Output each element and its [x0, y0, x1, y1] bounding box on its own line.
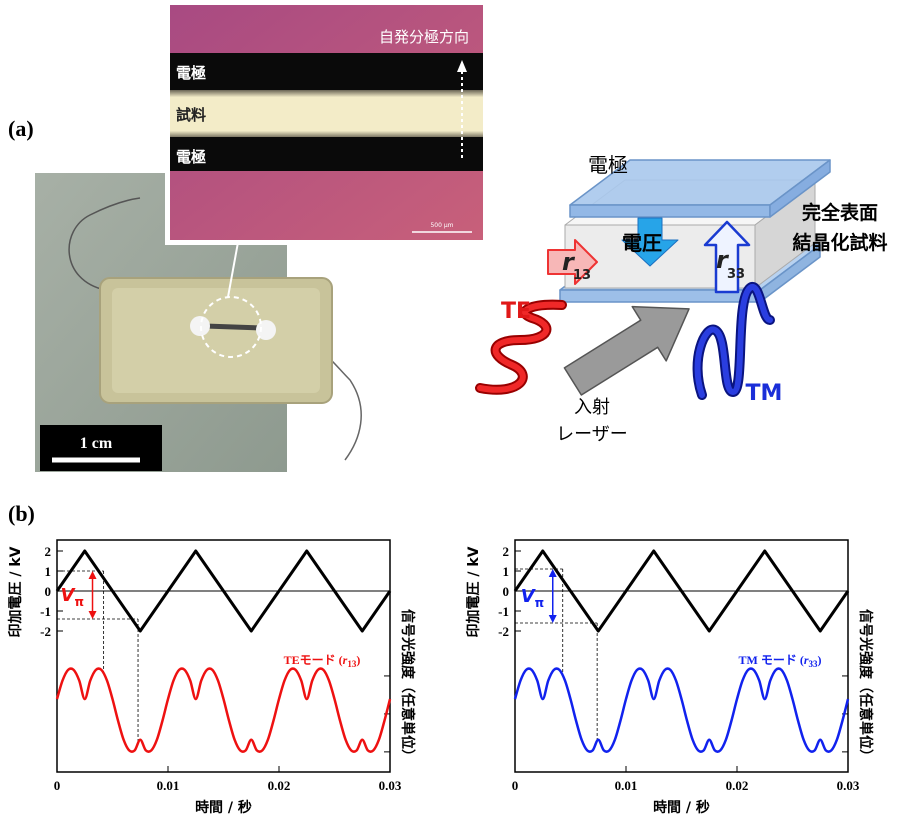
x-tick-label: 0.03 [379, 778, 402, 793]
y-tick-label: 0 [503, 584, 510, 599]
label: 完全表面 [802, 201, 878, 224]
label: 入射 [574, 397, 610, 418]
y-tick-label: 0 [45, 584, 52, 599]
sample-band [170, 90, 483, 138]
y-axis-label: 印加電圧 / kV [465, 546, 482, 637]
label: 結晶化試料 [792, 231, 887, 254]
panel-label: (a) [8, 116, 34, 141]
vpi-label: Vπ [61, 585, 84, 609]
series-line [515, 669, 848, 752]
y-tick-label: 1 [45, 564, 52, 579]
glass-slide [112, 288, 320, 393]
mode-close: ) [818, 653, 822, 667]
figure: (a) (b) 1 cm 電極 試料 電極 自発分極方向 500 μm [0, 0, 911, 823]
x-tick-label: 0.03 [837, 778, 860, 793]
label: TM [746, 381, 783, 406]
mode-text: TEモード ( [284, 653, 343, 667]
series-line [57, 669, 390, 752]
micro-scale-label: 500 μm [430, 222, 453, 229]
label: レーザー [556, 424, 628, 445]
mode-label: TM モード (r33) [739, 653, 822, 669]
panel-label: (b) [8, 501, 35, 526]
vpi-arrowhead [549, 615, 557, 623]
x-tick-label: 0.01 [157, 778, 180, 793]
y2-axis-label: 信号光強度（任意単位） [399, 609, 416, 763]
vpi-arrowhead [89, 611, 97, 619]
label: 電極 [588, 153, 628, 177]
electrode-band [170, 53, 483, 91]
top-plate [570, 205, 770, 217]
label: 自発分極方向 [379, 28, 469, 46]
vpi-label: Vπ [521, 586, 544, 610]
x-tick-label: 0 [54, 778, 61, 793]
y-tick-label: 1 [503, 564, 510, 579]
vpi-sub: π [535, 596, 545, 610]
x-tick-label: 0.02 [268, 778, 291, 793]
y-tick-label: -2 [498, 624, 509, 639]
y2-axis-label: 信号光強度（任意単位） [857, 609, 874, 763]
label: 電極 [176, 64, 206, 82]
x-axis-label: 時間 / 秒 [195, 799, 252, 816]
scale-bar-label: 1 cm [80, 435, 113, 452]
y-tick-label: -1 [40, 604, 51, 619]
mode-text: TM モード ( [739, 653, 804, 667]
diagram [480, 160, 830, 409]
electrode-band [170, 137, 483, 171]
label: 電圧 [622, 231, 662, 255]
vpi-sub: π [74, 595, 84, 609]
electrode [190, 316, 210, 336]
sample [205, 326, 262, 328]
y-tick-label: 2 [45, 544, 52, 559]
symbol-sub: 33 [727, 267, 745, 282]
label: 試料 [176, 106, 206, 124]
x-tick-label: 0.02 [726, 778, 749, 793]
x-tick-label: 0 [512, 778, 519, 793]
y-tick-label: -1 [498, 604, 509, 619]
x-axis-label: 時間 / 秒 [653, 799, 710, 816]
x-tick-label: 0.01 [615, 778, 638, 793]
symbol-sub: 13 [573, 268, 591, 283]
y-tick-label: -2 [40, 624, 51, 639]
y-tick-label: 2 [503, 544, 510, 559]
vpi-arrowhead [89, 571, 97, 579]
mode-close: ) [356, 653, 360, 667]
mode-label: TEモード (r13) [284, 653, 361, 669]
label: TE [501, 299, 531, 324]
y-axis-label: 印加電圧 / kV [7, 546, 24, 637]
label: 電極 [176, 148, 206, 166]
